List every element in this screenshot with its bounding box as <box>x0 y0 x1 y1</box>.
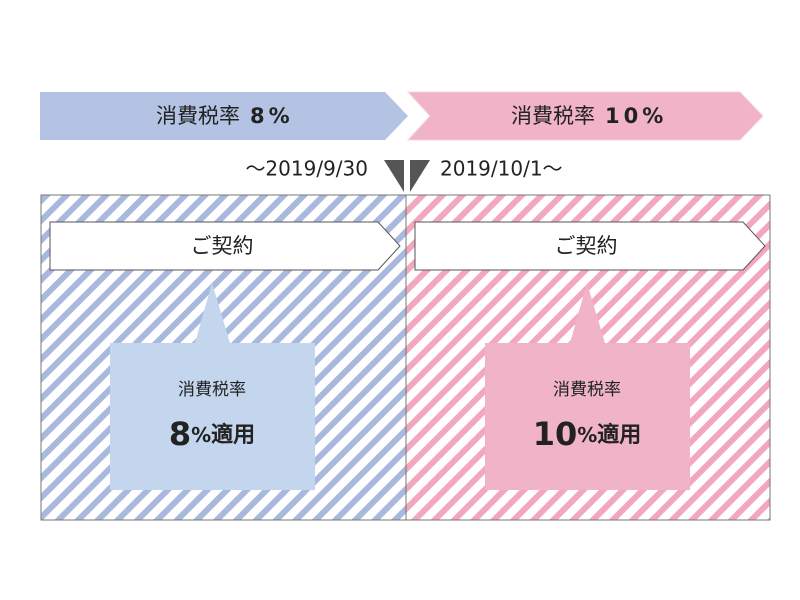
callout-label: 消費税率 <box>178 380 246 400</box>
rate-number: 8 <box>169 415 191 453</box>
header-rate: 10% <box>605 104 667 128</box>
rate-suffix: 適用 <box>597 422 641 448</box>
header-rate: 8% <box>250 104 294 128</box>
callout-rate: 8%適用 <box>169 415 255 453</box>
divider-marker <box>410 160 430 192</box>
date-label: 2019/10/1～ <box>440 157 563 181</box>
rate-unit: % <box>577 423 597 447</box>
date-label: ～2019/9/30 <box>245 157 368 181</box>
contract-arrow <box>49 221 401 271</box>
callout-right <box>485 283 690 490</box>
header-label: 消費税率 <box>156 104 240 128</box>
callout-left <box>110 283 315 490</box>
rate-number: 10 <box>533 415 578 453</box>
header-arrow-left <box>40 92 408 140</box>
rate-unit: % <box>191 423 211 447</box>
header-label: 消費税率 <box>511 104 595 128</box>
callout-rate: 10%適用 <box>533 415 642 453</box>
contract-arrow <box>414 221 766 271</box>
callout-label: 消費税率 <box>553 380 621 400</box>
header-arrow-right <box>406 91 764 141</box>
contract-label: ご契約 <box>555 234 618 258</box>
divider-marker <box>384 160 404 192</box>
contract-label: ご契約 <box>191 234 254 258</box>
rate-suffix: 適用 <box>211 422 255 448</box>
